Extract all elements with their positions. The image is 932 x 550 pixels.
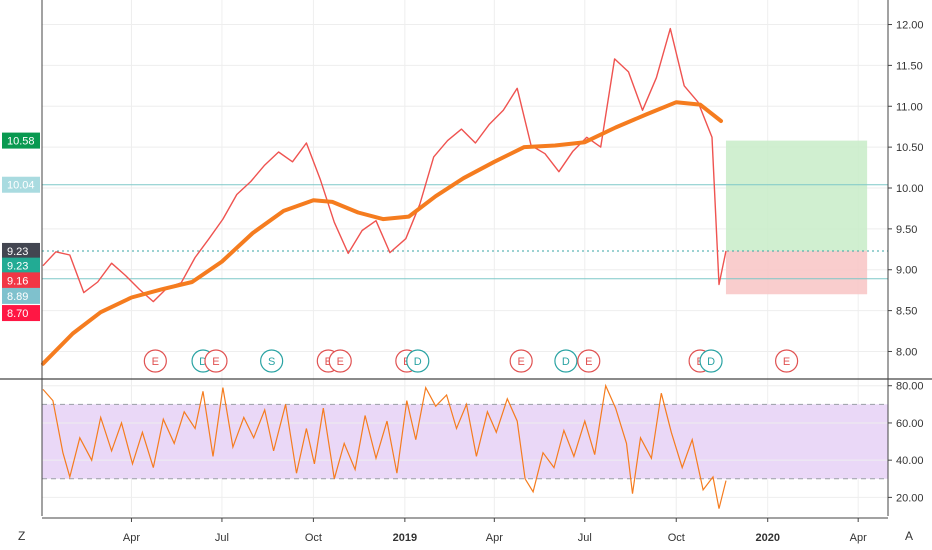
price-tick-label: 9.00 — [896, 265, 917, 277]
price-series — [41, 27, 727, 366]
time-tick-label: 2019 — [393, 532, 417, 544]
rsi-tick-label: 20.00 — [896, 492, 924, 504]
dividend-event-marker-label: D — [414, 356, 422, 368]
split-event-marker[interactable] — [260, 349, 284, 373]
price-tick-label: 8.00 — [896, 346, 917, 358]
price-tick-label: 11.50 — [896, 60, 923, 72]
timezone-corner-label[interactable]: Z — [18, 529, 25, 543]
price-badge-label: 8.70 — [7, 308, 28, 320]
rsi-tick-label: 60.00 — [896, 418, 924, 430]
split-event-marker-label: S — [268, 356, 275, 368]
earnings-event-marker-label: E — [325, 356, 332, 368]
earnings-event-marker[interactable] — [509, 349, 533, 373]
price-badge-label: 8.89 — [7, 291, 28, 303]
time-tick-label: Oct — [305, 532, 322, 544]
earnings-event-marker[interactable] — [204, 349, 228, 373]
price-badge — [2, 242, 40, 259]
price-tick-label: 9.50 — [896, 224, 917, 236]
earnings-event-marker[interactable] — [774, 349, 799, 373]
price-badge — [2, 287, 40, 304]
profit-zone[interactable] — [725, 140, 868, 251]
chart-corners: Z A — [18, 529, 913, 543]
price-badge-label: 10.58 — [7, 136, 35, 148]
time-tick-label: Jul — [215, 532, 229, 544]
price-badge — [2, 257, 40, 274]
time-tick-label: Oct — [668, 532, 685, 544]
time-tick-label: Apr — [486, 532, 503, 544]
rsi-tick-label: 80.00 — [896, 381, 924, 393]
earnings-event-marker-label: E — [517, 356, 524, 368]
price-line — [42, 27, 727, 303]
rsi-panel — [42, 383, 888, 509]
auto-scale-toggle[interactable]: A — [905, 529, 913, 543]
price-tick-label: 8.50 — [896, 306, 917, 318]
earnings-event-marker[interactable] — [143, 349, 167, 373]
price-tick-label: 10.50 — [896, 142, 924, 154]
earnings-event-marker-label: E — [585, 356, 592, 368]
price-badge — [2, 272, 40, 289]
earnings-event-marker-label: E — [337, 356, 344, 368]
price-tick-label: 11.00 — [896, 101, 923, 113]
dividend-event-marker-label: D — [199, 356, 207, 368]
price-tick-label: 12.00 — [896, 20, 924, 32]
earnings-event-marker-label: E — [783, 356, 790, 368]
loss-zone[interactable] — [725, 250, 868, 295]
price-badge-label: 9.23 — [7, 261, 28, 273]
time-tick-label: Apr — [123, 532, 140, 544]
position-tool[interactable] — [725, 140, 868, 295]
dividend-event-marker-label: D — [707, 356, 715, 368]
price-badge-label: 9.16 — [7, 275, 28, 287]
earnings-event-marker-label: E — [212, 356, 219, 368]
price-badge — [2, 305, 40, 322]
dividend-event-marker[interactable] — [554, 349, 578, 373]
dividend-event-marker[interactable] — [699, 349, 723, 373]
rsi-tick-label: 40.00 — [896, 455, 924, 467]
moving-average-line — [41, 100, 723, 366]
time-tick-label: Jul — [578, 532, 592, 544]
event-markers[interactable]: EDESEEEDEDEEDE — [143, 349, 799, 373]
earnings-event-marker[interactable] — [328, 349, 352, 373]
price-badge — [2, 176, 40, 193]
price-tick-label: 10.00 — [896, 183, 924, 195]
dividend-event-marker[interactable] — [406, 349, 430, 373]
price-badge — [2, 132, 40, 149]
price-badge-label: 10.04 — [7, 180, 35, 192]
price-badges: 10.58 10.04 9.23 9.23 9.16 8.89 8.70 — [2, 132, 40, 322]
time-tick-label: Apr — [850, 532, 867, 544]
rsi-line — [42, 383, 727, 509]
earnings-event-marker-label: E — [152, 356, 159, 368]
rsi-band — [42, 404, 888, 479]
time-tick-label: 2020 — [755, 532, 779, 544]
earnings-event-marker[interactable] — [577, 349, 601, 373]
price-badge-label: 9.23 — [7, 246, 28, 258]
dividend-event-marker-label: D — [562, 356, 570, 368]
